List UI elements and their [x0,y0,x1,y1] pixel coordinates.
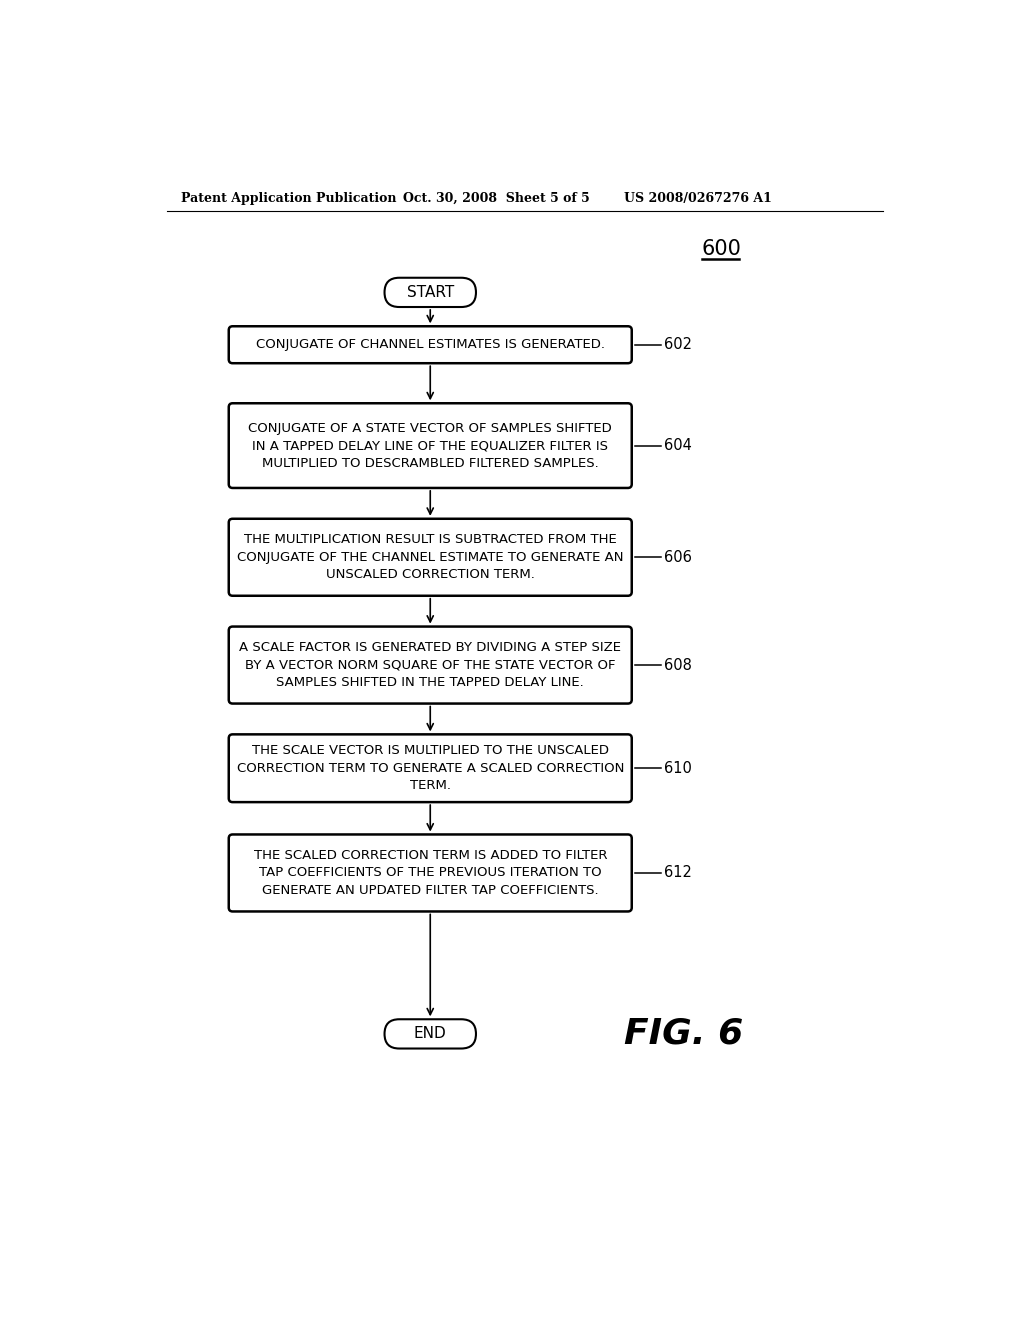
Text: FIG. 6: FIG. 6 [624,1016,743,1051]
Text: THE MULTIPLICATION RESULT IS SUBTRACTED FROM THE
CONJUGATE OF THE CHANNEL ESTIMA: THE MULTIPLICATION RESULT IS SUBTRACTED … [237,533,624,581]
FancyBboxPatch shape [228,404,632,488]
Text: 612: 612 [665,866,692,880]
FancyBboxPatch shape [228,519,632,595]
Text: Oct. 30, 2008  Sheet 5 of 5: Oct. 30, 2008 Sheet 5 of 5 [403,191,590,205]
FancyBboxPatch shape [228,834,632,911]
Text: 606: 606 [665,549,692,565]
Text: 608: 608 [665,657,692,673]
FancyBboxPatch shape [385,277,476,308]
Text: A SCALE FACTOR IS GENERATED BY DIVIDING A STEP SIZE
BY A VECTOR NORM SQUARE OF T: A SCALE FACTOR IS GENERATED BY DIVIDING … [240,642,622,689]
Text: US 2008/0267276 A1: US 2008/0267276 A1 [624,191,772,205]
Text: 604: 604 [665,438,692,453]
Text: THE SCALED CORRECTION TERM IS ADDED TO FILTER
TAP COEFFICIENTS OF THE PREVIOUS I: THE SCALED CORRECTION TERM IS ADDED TO F… [254,849,607,898]
Text: CONJUGATE OF A STATE VECTOR OF SAMPLES SHIFTED
IN A TAPPED DELAY LINE OF THE EQU: CONJUGATE OF A STATE VECTOR OF SAMPLES S… [249,421,612,470]
FancyBboxPatch shape [228,627,632,704]
FancyBboxPatch shape [385,1019,476,1048]
Text: 600: 600 [701,239,741,259]
Text: CONJUGATE OF CHANNEL ESTIMATES IS GENERATED.: CONJUGATE OF CHANNEL ESTIMATES IS GENERA… [256,338,605,351]
Text: THE SCALE VECTOR IS MULTIPLIED TO THE UNSCALED
CORRECTION TERM TO GENERATE A SCA: THE SCALE VECTOR IS MULTIPLIED TO THE UN… [237,744,624,792]
FancyBboxPatch shape [228,326,632,363]
FancyBboxPatch shape [228,734,632,803]
Text: END: END [414,1027,446,1041]
Text: 610: 610 [665,760,692,776]
Text: START: START [407,285,454,300]
Text: Patent Application Publication: Patent Application Publication [180,191,396,205]
Text: 602: 602 [665,337,692,352]
